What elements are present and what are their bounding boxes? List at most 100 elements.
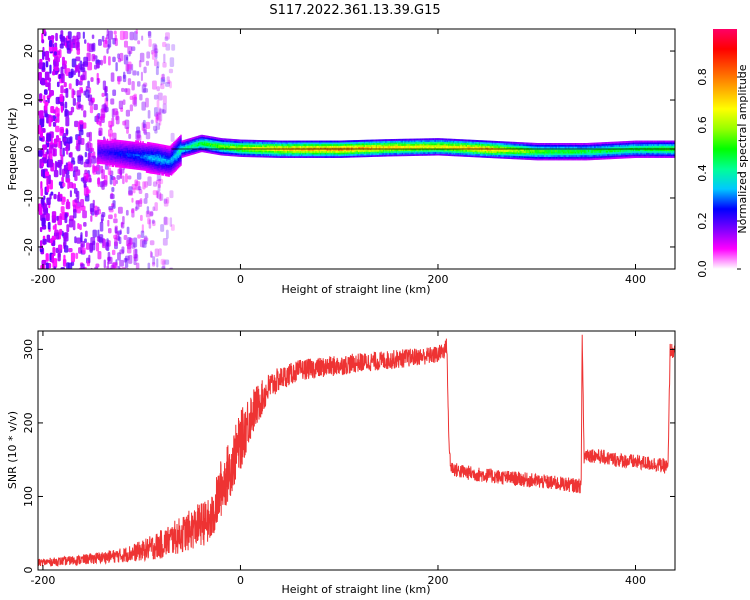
spectrogram-cell [142,163,144,166]
spectrogram-cell [140,230,145,238]
spectrogram-cell [222,150,225,153]
spectrogram-cell [425,152,428,155]
spectrogram-cell [189,138,192,140]
spectrogram-cell [103,162,105,165]
spectrogram-cell [158,164,161,167]
spectrogram-cell [405,152,407,155]
spectrogram-cell [151,146,154,149]
spectrogram-cell [277,152,279,155]
spectrogram-cell [453,152,456,155]
spectrogram-cell [517,150,520,153]
spectrogram-cell [429,138,431,141]
spectrogram-cell [522,145,525,148]
spectrogram-cell [76,190,80,200]
spectrogram-cell [216,144,219,147]
spectrogram-cell [190,153,193,156]
spectrogram-cell [225,138,227,141]
spectrogram-cell [149,211,154,216]
spectrogram-cell [404,142,406,145]
spectrogram-cell [101,148,104,151]
spectrogram-cell [421,145,424,148]
spectrogram-cell [119,143,122,146]
spectrogram-cell [88,131,92,142]
spectrogram-cell [203,140,206,143]
spectrogram-cell [475,143,477,146]
spectrogram-cell [437,146,439,149]
spectrogram-cell [379,139,381,142]
spectrogram-cell [472,139,475,142]
spectrogram-cell [101,155,104,158]
spectrogram-cell [164,157,167,160]
spectrogram-cell [381,144,384,147]
spectrogram-cell [164,36,169,41]
spectrogram-cell [424,141,426,144]
spectrogram-cell [101,158,104,161]
spectrogram-cell [206,139,208,141]
spectrogram-cell [114,213,117,219]
spectrogram-cell [156,258,159,268]
spectrogram-cell [378,149,380,152]
spectrogram-cell [328,142,330,145]
spectrogram-cell [277,142,279,145]
spectrogram-cell [59,193,63,199]
spectrogram-cell [411,143,413,146]
spectrogram-cell [235,152,238,155]
spectrogram-cell [439,143,442,146]
spectrogram-cell [234,151,237,154]
spectrogram-cell [304,155,307,158]
spectrogram-cell [352,152,354,155]
spectrogram-cell [208,149,211,152]
spectrogram-cell [147,162,149,165]
spectrogram-cell [320,147,322,150]
spectrogram-cell [322,145,324,148]
spectrogram-cell [502,155,505,157]
spectrogram-cell [491,142,494,145]
spectrogram-cell [228,143,231,146]
spectrogram-cell [316,140,319,143]
spectrogram-cell [149,150,151,153]
spectrogram-cell [78,81,83,86]
spectrogram-cell [150,142,153,145]
spectrogram-cell [490,142,493,145]
spectrogram-cell [145,145,148,148]
spectrogram-cell [509,143,512,146]
spectrogram-cell [141,159,143,162]
spectrogram-cell [363,153,366,156]
spectrogram-cell [116,143,118,146]
spectrogram-cell [455,154,457,157]
spectrogram-cell [64,245,69,253]
spectrogram-cell [83,183,87,188]
spectrogram-cell [356,155,359,158]
spectrogram-cell [485,152,488,155]
spectrogram-cell [339,149,341,152]
spectrogram-cell [493,154,495,157]
spectrogram-cell [314,147,316,150]
spectrogram-cell [152,154,155,157]
spectrogram-cell [203,147,206,150]
spectrogram-cell [429,145,431,148]
spectrogram-cell [53,193,57,200]
spectrogram-cell [224,138,226,141]
spectrogram-cell [113,146,116,149]
spectrogram-cell [298,152,301,155]
spectrogram-cell [77,70,81,78]
spectrogram-cell [233,140,236,143]
spectrogram-cell [440,143,443,146]
spectrogram-cell [322,152,324,155]
spectrogram-cell [250,144,252,147]
spectrogram-cell [499,154,501,157]
spectrogram-cell [194,145,196,148]
spectrogram-cell [334,150,336,153]
spectrogram-cell [318,150,321,153]
spectrogram-cell [453,142,456,145]
spectrogram-cell [97,146,99,149]
spectrogram-cell [350,148,353,151]
spectrogram-cell [430,138,432,141]
spectrogram-cell [321,142,323,145]
spectrogram-cell [321,140,323,143]
spectrogram-cell [232,140,234,143]
spectrogram-cell [176,140,179,143]
spectrogram-cell [474,145,476,147]
spectrogram-cell [119,146,122,149]
spectrogram-cell [169,166,172,169]
